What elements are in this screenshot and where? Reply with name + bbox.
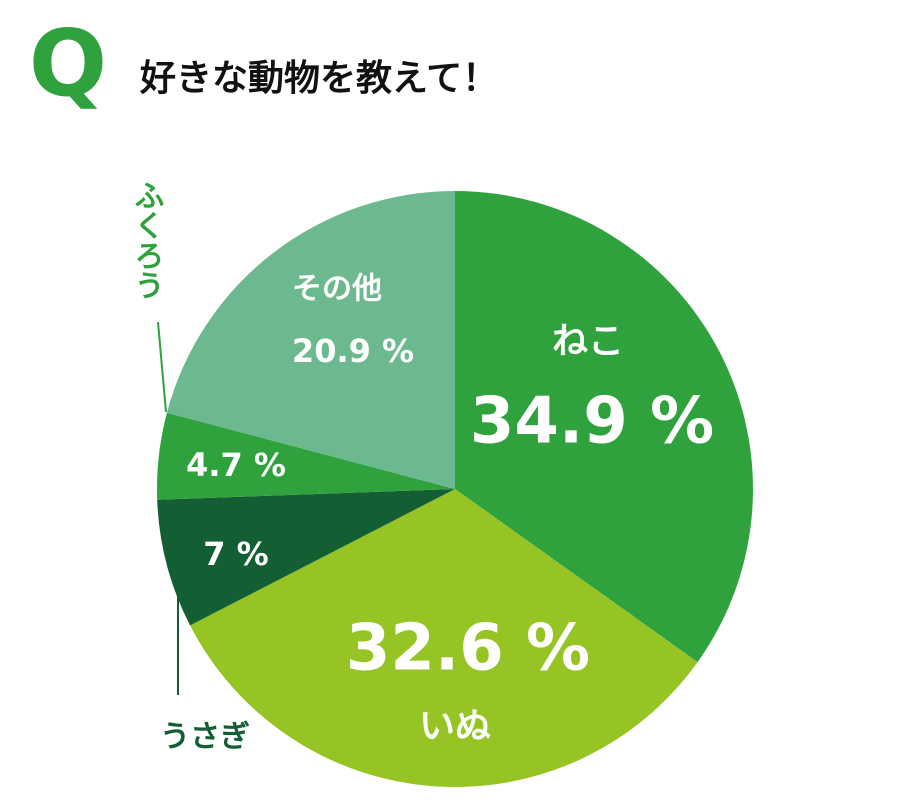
leader-line: [157, 321, 167, 413]
value-label: 34.9 %: [470, 385, 714, 459]
pie-slice: [190, 489, 698, 788]
value-label: 20.9 %: [292, 332, 414, 370]
value-label: 7 %: [203, 535, 268, 573]
pie-slice: [157, 412, 455, 500]
category-label: いぬ: [419, 706, 491, 747]
category-label: ふくろう: [129, 180, 165, 300]
value-label: 4.7 %: [186, 446, 286, 484]
category-label: うさぎ: [160, 720, 250, 755]
category-label: その他: [292, 272, 382, 307]
chart-title: 好きな動物を教えて！: [139, 58, 498, 99]
pie-slice: [157, 489, 455, 626]
q-label: Q: [29, 10, 107, 117]
pie-slice: [166, 191, 455, 489]
pie-slice: [455, 191, 754, 663]
value-label: 32.6 %: [346, 612, 590, 686]
category-label: ねこ: [552, 321, 624, 362]
